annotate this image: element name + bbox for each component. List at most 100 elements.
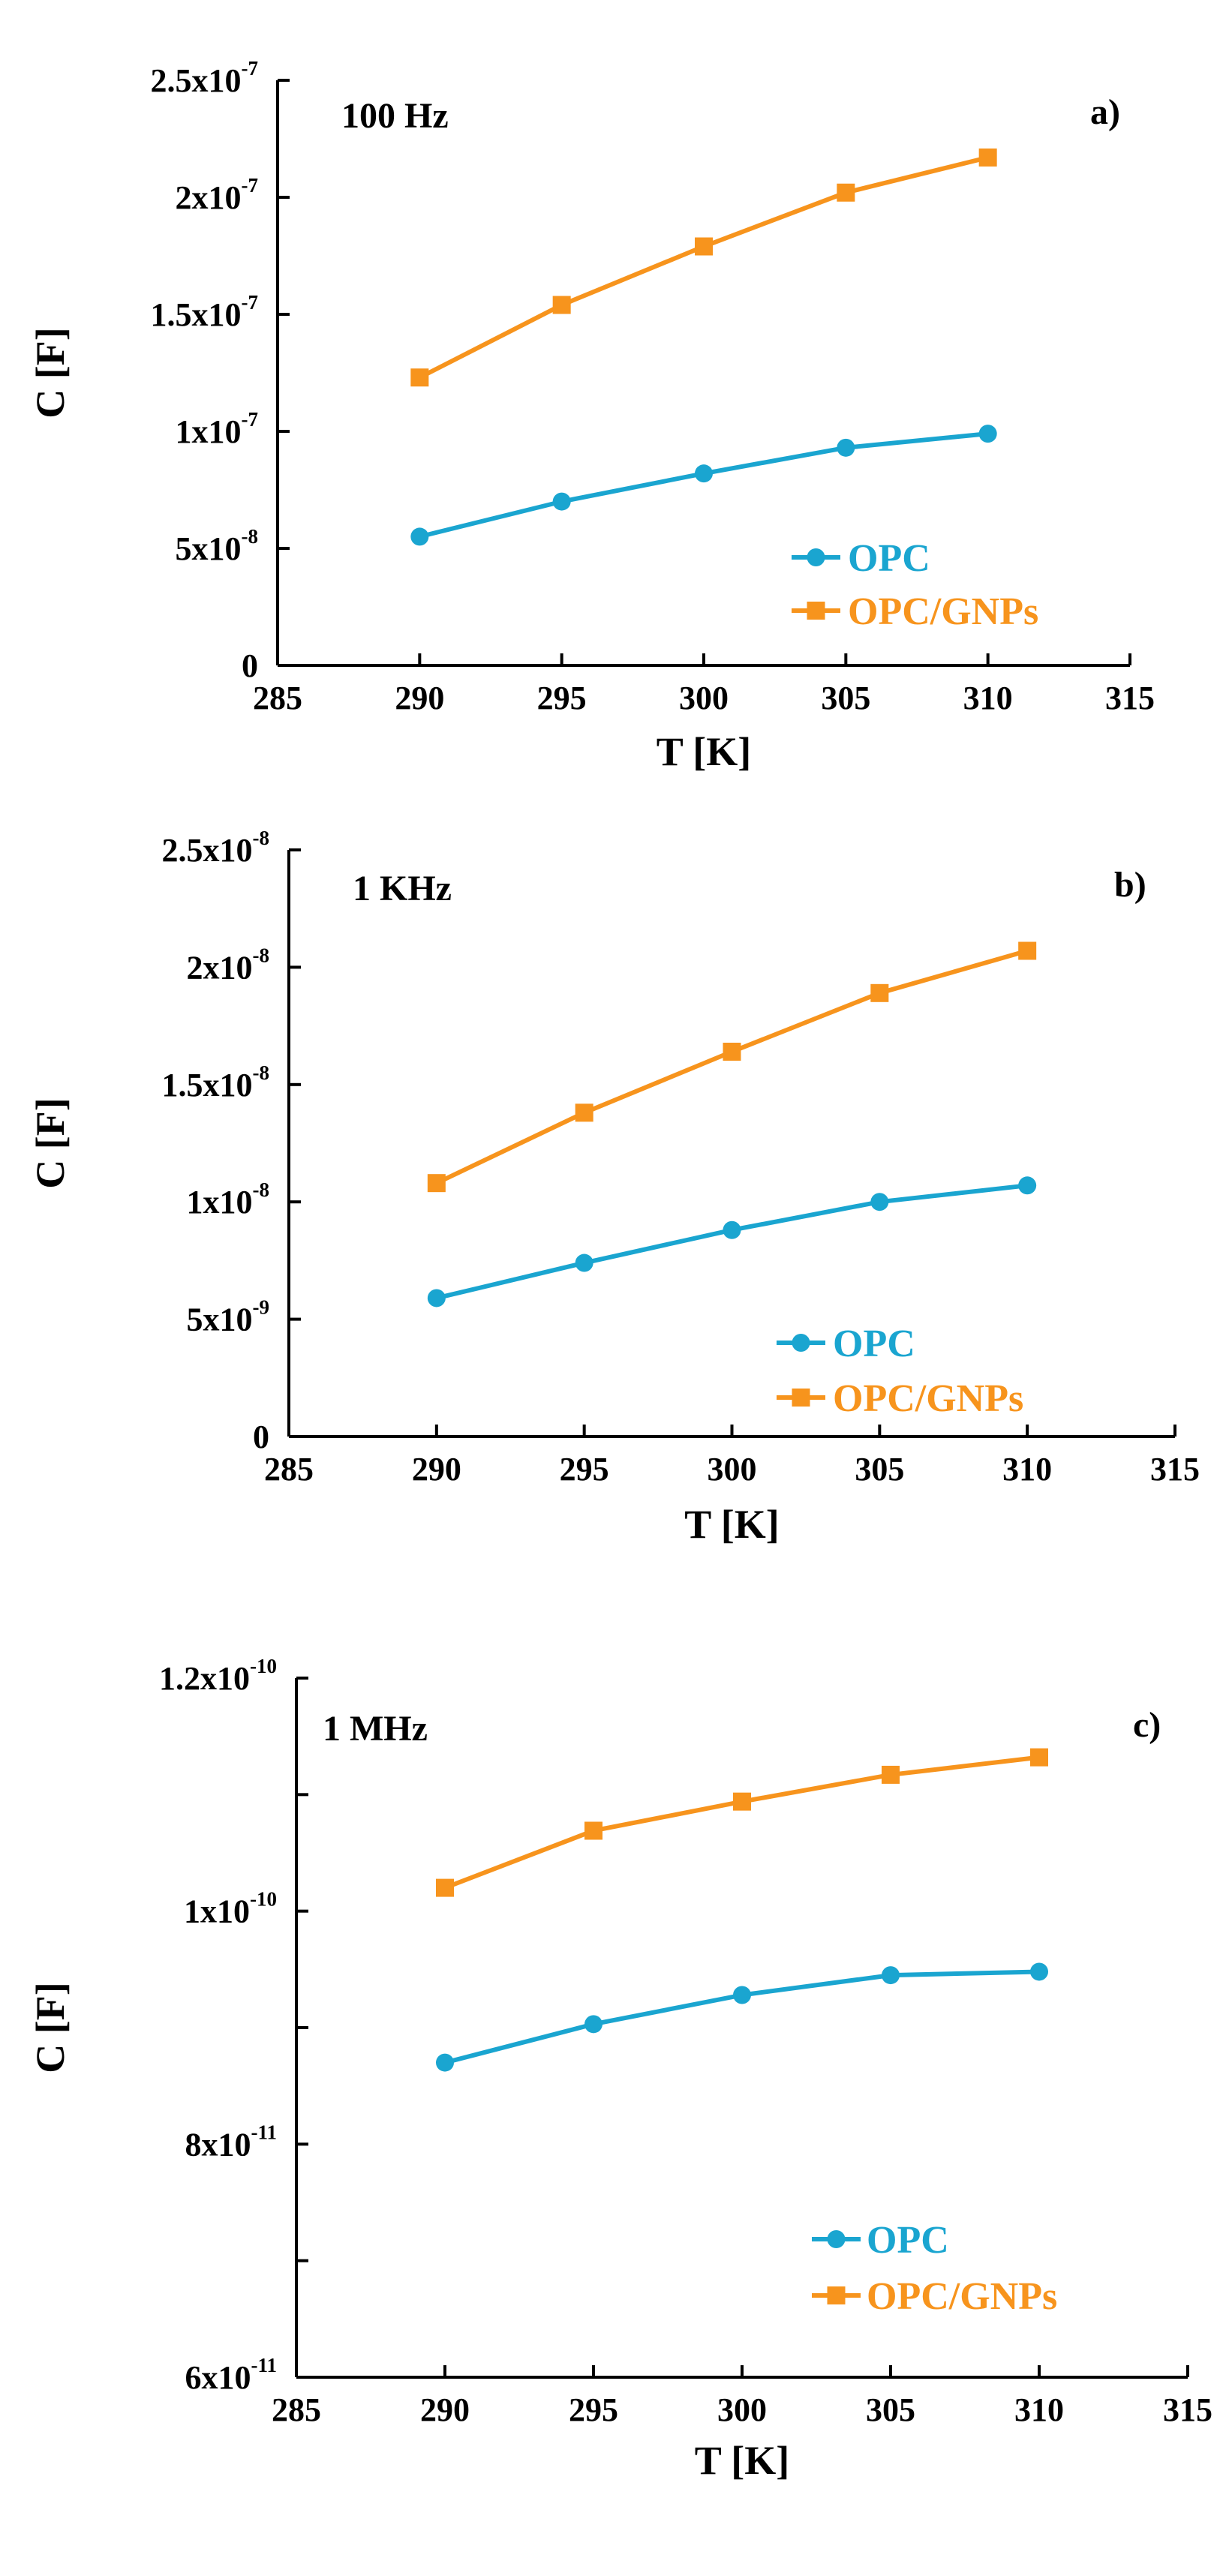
x-tick-label: 285 (272, 2391, 321, 2428)
data-point-opc-gnps (410, 368, 429, 387)
x-tick-label: 305 (866, 2391, 915, 2428)
x-tick-label: 300 (717, 2391, 767, 2428)
y-tick-label: 2.5x10-7 (151, 57, 259, 99)
legend-label: OPC/GNPs (848, 590, 1038, 633)
series-line-opc (444, 1969, 1040, 2065)
legend-marker-opc-gnps (792, 1389, 810, 1407)
legend: OPC OPC/GNPs (777, 1323, 1023, 1420)
legend-marker-opc (792, 1334, 810, 1352)
x-tick-label: 305 (821, 680, 870, 716)
data-point-opc-gnps (978, 148, 997, 167)
data-point-opc (723, 1220, 741, 1239)
data-point-opc (882, 1966, 900, 1985)
data-point-opc (575, 1253, 593, 1272)
data-point-opc (733, 1986, 751, 2004)
chart-panel-1: 285 295 300 305 310 315 290 0 5x10-8 1x10-7 1.5x10… (28, 57, 1155, 774)
legend: OPC OPC/GNPs (792, 537, 1038, 633)
data-point-opc-gnps (436, 1878, 454, 1897)
x-tick-label: 290 (420, 2391, 470, 2428)
x-tick-label: 295 (560, 1451, 609, 1488)
x-tick-label: 315 (1163, 2391, 1212, 2428)
y-tick-label: 1.5x10-7 (151, 291, 259, 333)
legend-marker-opc (807, 548, 825, 566)
data-point-opc (552, 492, 571, 511)
legend-label: OPC (867, 2219, 949, 2262)
legend-label: OPC/GNPs (833, 1377, 1023, 1420)
legend-marker-opc-gnps (827, 2286, 846, 2304)
data-point-opc-gnps (723, 1043, 741, 1061)
x-tick-label: 315 (1105, 680, 1155, 716)
y-tick-label: 2x10-8 (187, 944, 270, 986)
panel-label: a) (1090, 92, 1120, 132)
legend-label: OPC (848, 537, 930, 580)
x-tick-label: 300 (708, 1451, 757, 1488)
x-tick-label: 310 (1002, 1451, 1052, 1488)
panel-label: b) (1114, 865, 1146, 905)
y-tick-label: 1x10-8 (187, 1178, 270, 1220)
data-point-opc-gnps (882, 1765, 900, 1784)
series-line-opc-gnps (418, 155, 989, 380)
data-point-opc (837, 438, 855, 457)
frequency-label: 1 KHz (353, 869, 452, 908)
data-point-opc-gnps (1018, 941, 1037, 960)
x-tick-label: 295 (537, 680, 587, 716)
y-axis-title: C [F] (28, 327, 73, 418)
data-point-opc-gnps (575, 1103, 593, 1122)
data-point-opc-gnps (733, 1792, 751, 1811)
y-tick-label: 5x10-8 (176, 525, 259, 567)
x-tick-label: 300 (679, 680, 729, 716)
panel-label: c) (1133, 1705, 1161, 1745)
data-point-opc (695, 464, 713, 483)
x-axis-title: T [K] (657, 729, 752, 774)
x-axis-title: T [K] (695, 2438, 790, 2483)
chart-panel-3: 285 290 295 300 305 310 315 6x10-11 8x10-11 1x10-… (28, 1655, 1212, 2483)
data-point-opc-gnps (837, 183, 855, 202)
legend-marker-opc-gnps (807, 602, 825, 620)
legend-label: OPC/GNPs (867, 2275, 1057, 2318)
x-axis-title: T [K] (684, 1502, 780, 1547)
x-tick-label: 305 (855, 1451, 904, 1488)
y-tick-label: 2.5x10-8 (162, 827, 270, 869)
frequency-label: 100 Hz (341, 96, 449, 136)
series-line-opc (436, 1183, 1028, 1301)
x-tick-label: 290 (395, 680, 444, 716)
legend-label: OPC (833, 1323, 915, 1365)
series-line-opc (419, 431, 988, 539)
data-point-opc (410, 527, 429, 546)
y-tick-label: 1x10-10 (184, 1888, 277, 1930)
data-point-opc (584, 2015, 602, 2034)
y-axis-title: C [F] (28, 1982, 73, 2073)
y-tick-label: 0 (242, 647, 258, 684)
x-tick-label: 310 (1014, 2391, 1064, 2428)
legend: OPC OPC/GNPs (812, 2219, 1057, 2318)
frequency-label: 1 MHz (323, 1709, 428, 1749)
y-tick-label: 0 (253, 1419, 269, 1455)
series-line-opc-gnps (443, 1755, 1040, 1890)
legend-marker-opc (827, 2230, 846, 2248)
x-tick-label: 285 (253, 680, 302, 716)
data-point-opc (1030, 1962, 1048, 1981)
data-point-opc (1018, 1176, 1037, 1195)
data-point-opc (870, 1193, 889, 1211)
data-point-opc (427, 1289, 446, 1308)
x-tick-label: 295 (569, 2391, 618, 2428)
data-point-opc-gnps (427, 1174, 446, 1193)
data-point-opc-gnps (870, 983, 889, 1002)
x-tick-label: 315 (1150, 1451, 1200, 1488)
x-tick-label: 310 (963, 680, 1013, 716)
y-tick-label: 6x10-11 (185, 2354, 277, 2396)
data-point-opc-gnps (552, 296, 571, 314)
data-point-opc-gnps (584, 1821, 602, 1840)
data-point-opc (436, 2053, 454, 2072)
x-tick-label: 290 (412, 1451, 461, 1488)
x-tick-label: 285 (264, 1451, 314, 1488)
data-point-opc-gnps (1030, 1748, 1048, 1767)
y-tick-label: 2x10-7 (176, 174, 259, 216)
data-point-opc-gnps (695, 237, 713, 256)
series-line-opc-gnps (435, 948, 1028, 1185)
chart-panel-2: 285 290 295 300 305 310 315 0 5x10-9 1x10-8 1.5x10… (28, 827, 1200, 1547)
y-tick-label: 1.5x10-8 (162, 1061, 270, 1103)
y-tick-label: 5x10-9 (187, 1296, 270, 1338)
y-axis-title: C [F] (28, 1097, 73, 1188)
